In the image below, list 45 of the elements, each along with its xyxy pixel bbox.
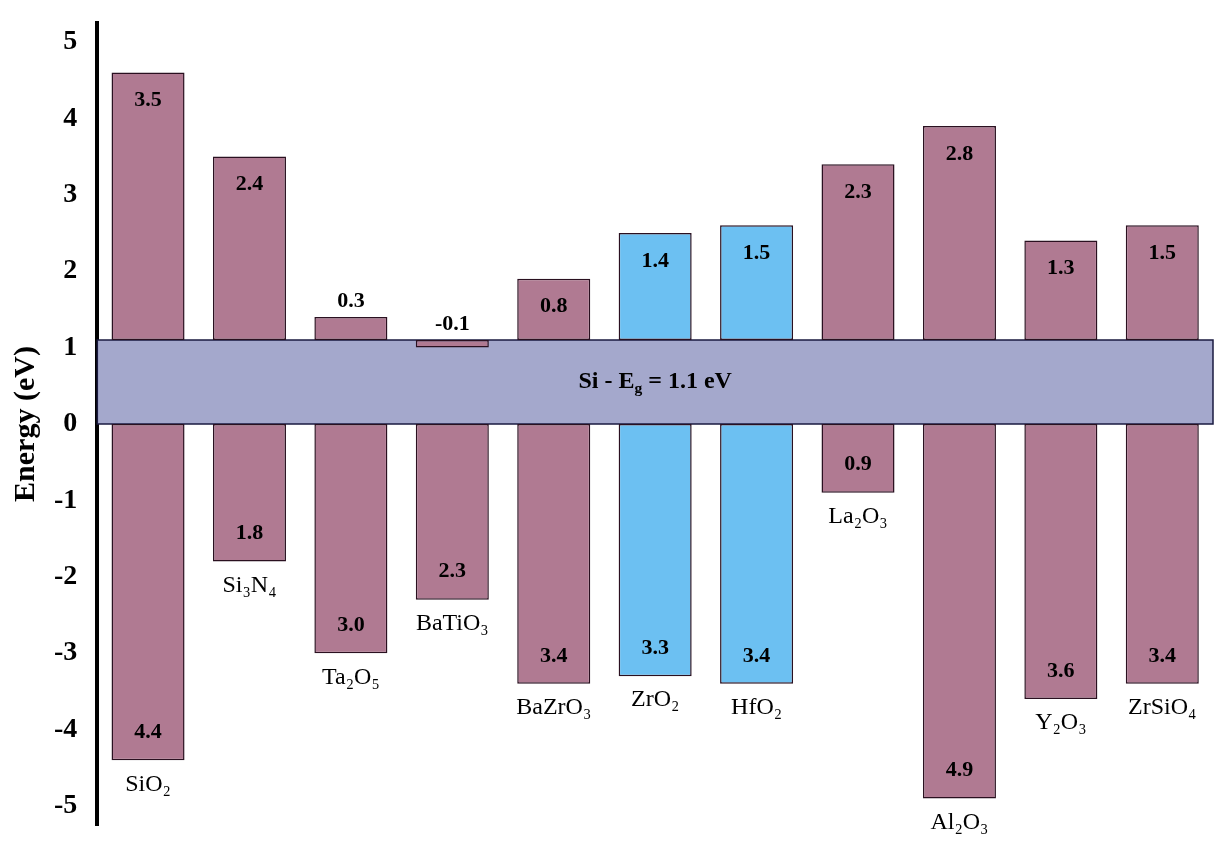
data-label: 3.0 [337,610,365,636]
data-label: 3.4 [1148,641,1177,667]
y-tick-label: 4 [63,100,78,132]
y-tick-label: -3 [54,635,78,667]
x-tick-label: Y₂O₃ [1035,708,1087,735]
data-label: 1.8 [235,519,264,545]
y-tick-label: 0 [63,406,78,438]
y-tick-label: -1 [54,482,78,514]
x-tick-label: ZrO₂ [630,685,680,712]
data-label: 3.3 [641,633,669,659]
y-tick-label: 1 [63,329,78,361]
data-label: 1.3 [1047,254,1075,280]
data-label: 2.3 [844,177,872,203]
data-label: 0.3 [337,286,365,312]
y-tick-label: 3 [63,176,78,208]
data-label: 2.4 [235,170,264,196]
data-label: 3.5 [134,86,162,112]
data-label: 0.8 [539,292,568,318]
y-tick-label: -5 [54,788,78,820]
data-label: 3.6 [1047,656,1075,682]
data-label: 0.9 [844,450,872,476]
y-tick-label: -2 [54,559,78,591]
x-tick-label: SiO₂ [125,769,171,796]
x-tick-label: BaZrO₃ [516,693,592,720]
data-label: 2.3 [438,557,467,583]
data-label: 3.4 [742,641,771,667]
data-label: 4.4 [134,717,162,743]
y-axis-title: Energy (eV) [6,346,41,502]
data-label: 1.5 [1148,239,1177,264]
data-label: 4.9 [945,756,974,782]
x-tick-label: BaTiO₃ [415,609,489,636]
x-tick-label: Si₃N₄ [222,570,277,597]
x-tick-label: La₂O₃ [828,502,888,529]
x-tick-label: HfO₂ [731,693,783,720]
data-label: 1.5 [742,239,771,264]
data-label: -0.1 [434,309,470,335]
y-tick-label: 2 [63,253,78,285]
x-tick-label: ZrSiO₄ [1128,693,1197,720]
data-label: 1.4 [641,246,669,272]
y-tick-label: -4 [54,711,78,743]
y-tick-label: 5 [63,24,78,56]
data-label: 3.4 [539,641,568,667]
data-label: 2.8 [945,139,974,165]
x-tick-label: Al₂O₃ [930,807,989,834]
x-tick-label: Ta₂O₅ [322,662,380,689]
